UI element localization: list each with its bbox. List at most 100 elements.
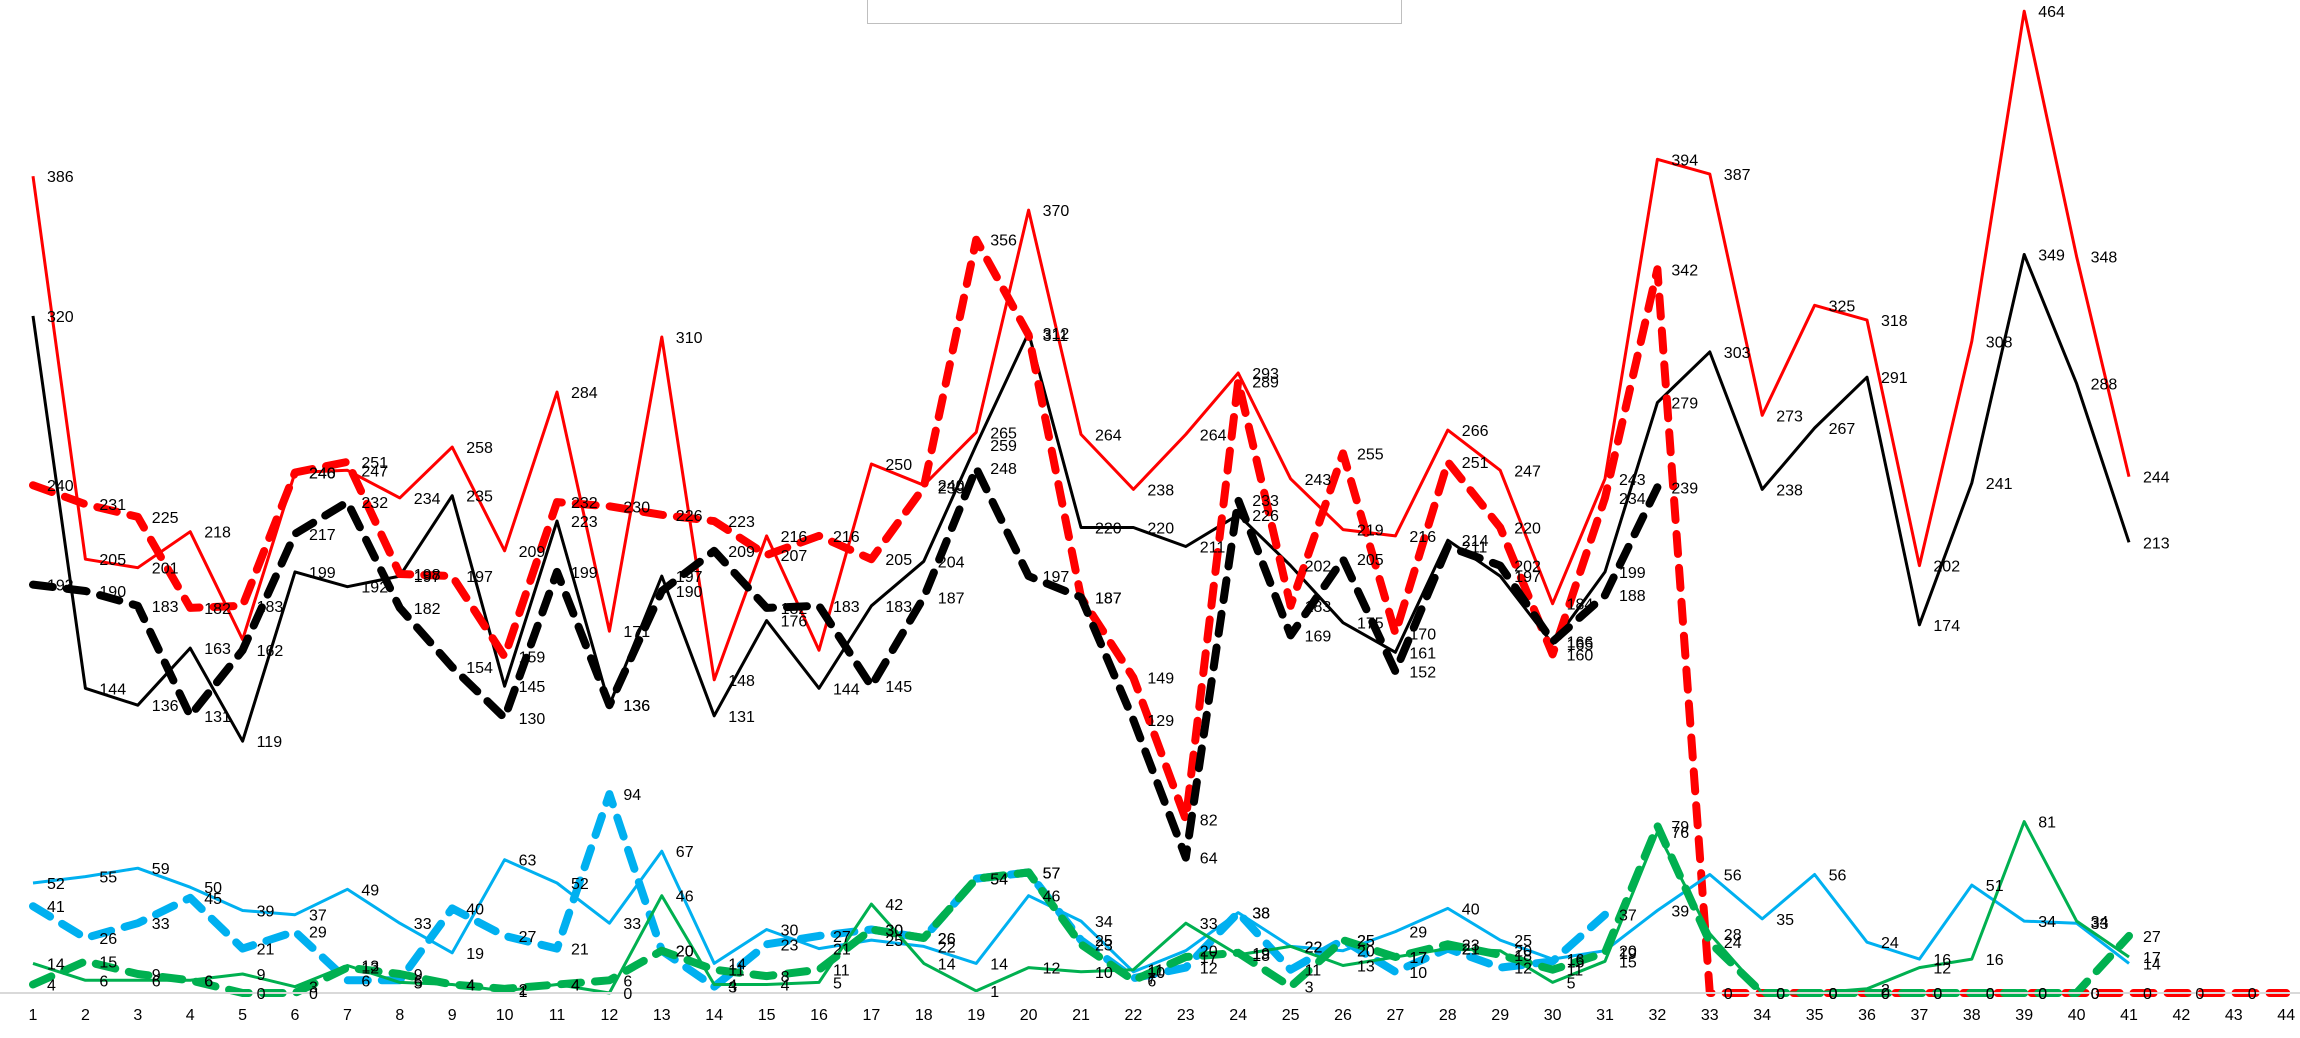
data-label: 144 (833, 681, 860, 698)
data-label: 230 (623, 499, 650, 516)
data-label: 29 (1409, 925, 1427, 942)
data-label: 3 (309, 980, 318, 997)
data-label: 145 (885, 679, 912, 696)
data-label: 12 (1200, 961, 1218, 978)
data-label: 0 (1776, 986, 1785, 1003)
data-label: 255 (1357, 446, 1384, 463)
data-label: 205 (885, 552, 912, 569)
data-label: 6 (204, 973, 213, 990)
data-label: 199 (1619, 565, 1646, 582)
data-label: 204 (938, 554, 965, 571)
data-label: 9 (152, 967, 161, 984)
data-label: 94 (623, 787, 641, 804)
data-label: 8 (781, 969, 790, 986)
data-label: 226 (676, 508, 703, 525)
x-tick-label: 19 (967, 1007, 985, 1024)
x-tick-label: 31 (1596, 1007, 1614, 1024)
data-label: 24 (1881, 935, 1899, 952)
data-label: 183 (152, 599, 179, 616)
data-label: 169 (1305, 628, 1332, 645)
x-tick-label: 3 (133, 1007, 142, 1024)
data-label: 33 (623, 916, 641, 933)
data-label: 25 (1514, 933, 1532, 950)
data-label: 243 (1619, 472, 1646, 489)
data-label: 187 (1095, 590, 1122, 607)
data-label: 165 (1567, 637, 1594, 654)
x-tick-label: 12 (601, 1007, 619, 1024)
data-label: 225 (152, 510, 179, 527)
data-label: 6 (623, 973, 632, 990)
data-label: 20 (1619, 944, 1637, 961)
data-label: 0 (1776, 986, 1785, 1003)
data-label: 184 (1567, 597, 1594, 614)
data-label: 17 (1409, 950, 1427, 967)
data-label: 342 (1671, 262, 1698, 279)
data-label: 223 (571, 514, 598, 531)
data-label: 0 (2091, 986, 2100, 1003)
data-label: 119 (257, 734, 283, 751)
x-tick-label: 4 (186, 1007, 195, 1024)
x-tick-label: 34 (1753, 1007, 1771, 1024)
data-label: 244 (2143, 470, 2170, 487)
data-label: 10 (1147, 965, 1165, 982)
data-label: 273 (1776, 408, 1803, 425)
data-label: 0 (2248, 986, 2257, 1003)
data-label: 187 (1095, 590, 1122, 607)
data-label: 16 (1986, 952, 2004, 969)
data-label: 183 (257, 599, 284, 616)
data-label: 0 (623, 986, 632, 1003)
data-label: 54 (990, 872, 1008, 889)
data-label: 54 (990, 872, 1008, 889)
data-label: 27 (2143, 929, 2161, 946)
x-tick-label: 40 (2068, 1007, 2086, 1024)
data-label: 394 (1671, 152, 1698, 169)
data-label: 197 (1514, 569, 1541, 586)
x-tick-label: 33 (1701, 1007, 1719, 1024)
x-tick-label: 8 (395, 1007, 404, 1024)
data-label: 163 (204, 641, 231, 658)
data-label: 258 (466, 440, 493, 457)
data-label: 232 (571, 495, 598, 512)
data-label: 79 (1671, 819, 1689, 836)
data-label: 28 (1724, 927, 1742, 944)
data-label: 248 (990, 461, 1017, 478)
data-label: 152 (1409, 664, 1436, 681)
data-label: 35 (1776, 912, 1794, 929)
data-label: 211 (1200, 540, 1226, 557)
data-label: 193 (47, 578, 74, 595)
x-tick-label: 27 (1387, 1007, 1405, 1024)
series-line-8 (29, 821, 2133, 997)
data-label: 190 (99, 584, 126, 601)
data-label: 10 (1095, 965, 1113, 982)
x-tick-label: 15 (758, 1007, 776, 1024)
data-label: 11 (1147, 963, 1164, 980)
x-tick-label: 39 (2015, 1007, 2033, 1024)
data-label: 40 (1462, 901, 1480, 918)
data-label: 218 (204, 525, 231, 542)
data-label: 14 (47, 956, 65, 973)
x-tick-label: 41 (2120, 1007, 2138, 1024)
data-label: 235 (466, 489, 493, 506)
data-label: 6 (204, 973, 213, 990)
data-label: 55 (99, 870, 117, 887)
data-label: 4 (728, 978, 737, 995)
data-label: 34 (2038, 914, 2056, 931)
data-label: 6 (152, 973, 161, 990)
x-tick-label: 6 (291, 1007, 300, 1024)
data-label: 176 (781, 614, 808, 631)
data-label: 136 (623, 698, 650, 715)
data-label: 226 (1252, 508, 1279, 525)
data-label: 197 (1043, 569, 1070, 586)
data-label: 284 (571, 385, 598, 402)
data-label: 6 (1147, 973, 1156, 990)
data-label: 1 (990, 984, 999, 1001)
data-label: 250 (885, 457, 912, 474)
data-label: 0 (1724, 986, 1733, 1003)
x-tick-label: 17 (863, 1007, 881, 1024)
x-tick-label: 1 (29, 1007, 38, 1024)
data-label: 198 (414, 567, 441, 584)
data-label: 81 (2038, 815, 2056, 832)
data-label: 9 (257, 967, 266, 984)
data-label: 149 (1147, 671, 1174, 688)
